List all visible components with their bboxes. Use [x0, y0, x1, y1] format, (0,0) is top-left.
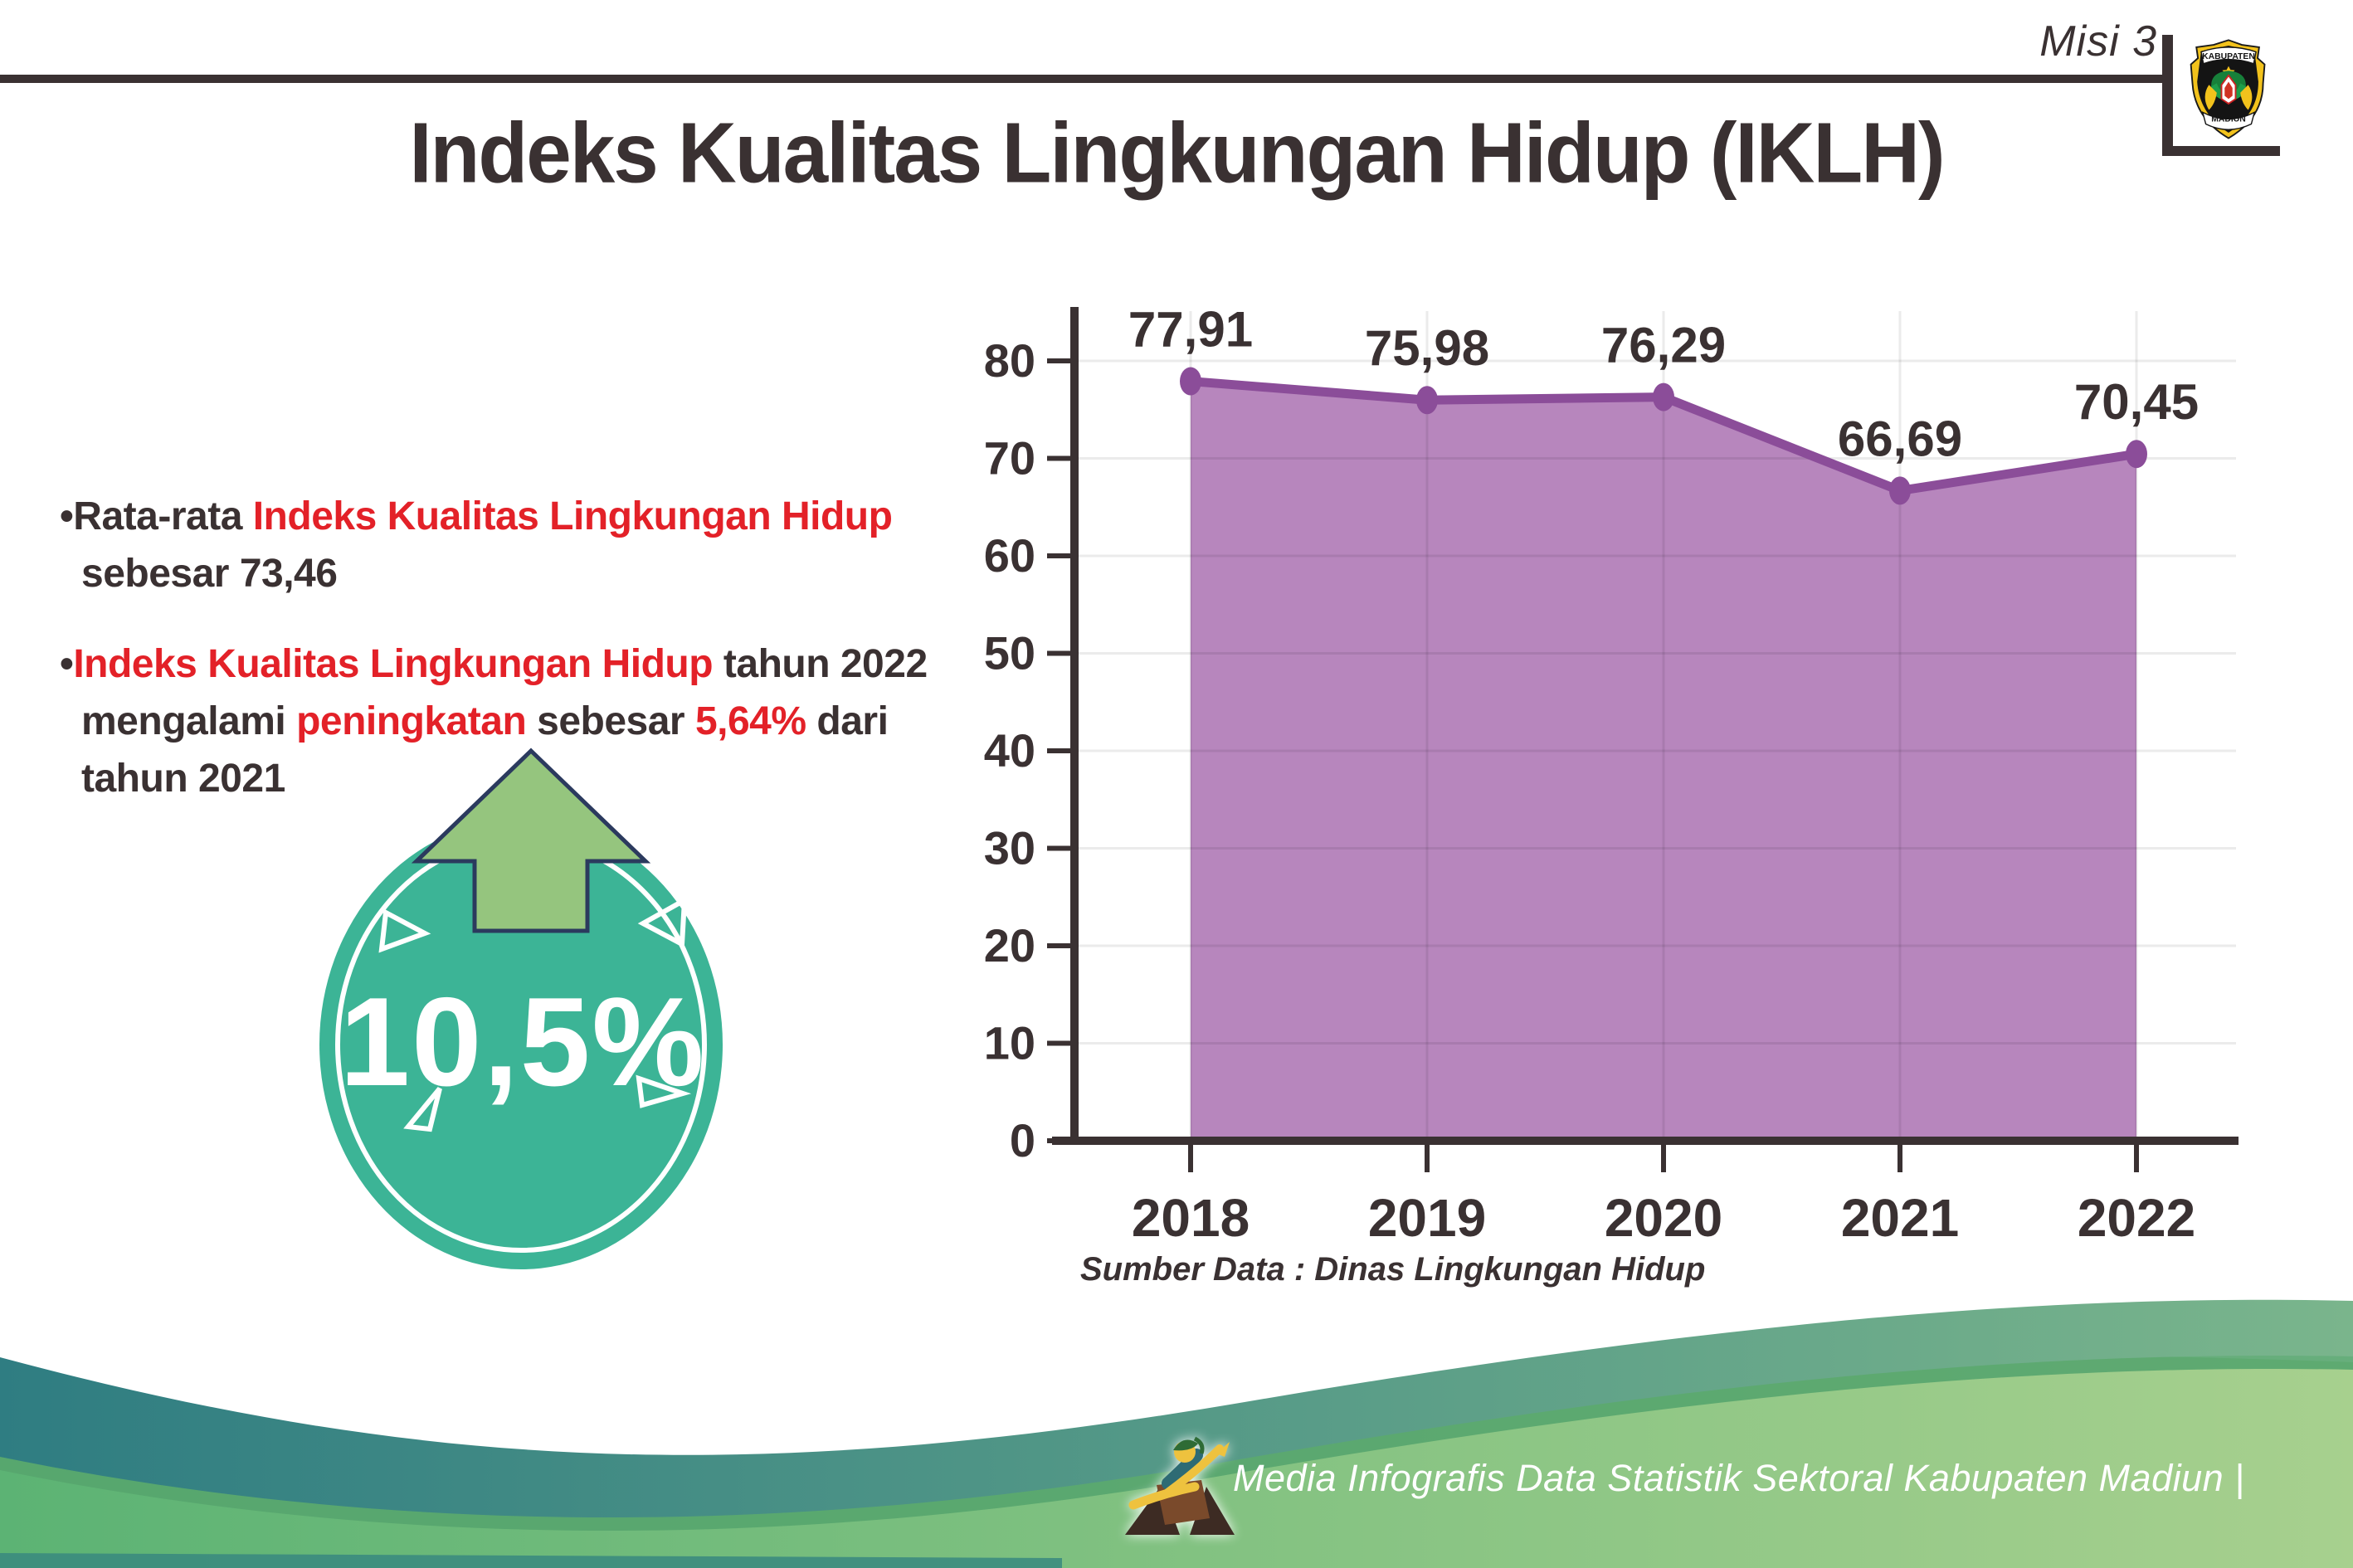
- data-point-label: 70,45: [2074, 374, 2199, 430]
- bullet-text: sebesar 73,46: [81, 552, 338, 596]
- page-title: Indeks Kualitas Lingkungan Hidup (IKLH): [409, 105, 1945, 201]
- data-point-label: 66,69: [1838, 411, 1962, 466]
- bullet-text: mengalami: [81, 699, 297, 743]
- header-bracket-horizontal: [2162, 146, 2280, 156]
- header-bracket-vertical: [2162, 35, 2173, 155]
- bottom-strip: [0, 1553, 1062, 1568]
- y-tick-label: 80: [984, 334, 1035, 387]
- header-rule: [0, 75, 2162, 83]
- summary-bullets: •Rata-rata Indeks Kualitas Lingkungan Hi…: [60, 488, 956, 840]
- x-tick-label: 2022: [2078, 1188, 2195, 1248]
- up-arrow-icon: [411, 747, 651, 933]
- x-tick-label: 2018: [1132, 1188, 1250, 1248]
- kabupaten-madiun-logo-icon: KABUPATEN MADIUN: [2190, 39, 2266, 139]
- y-tick-label: 20: [984, 919, 1035, 971]
- logo-bottom-text: MADIUN: [2211, 115, 2246, 124]
- footer-credit: Media Infografis Data Statistik Sektoral…: [1233, 1457, 2245, 1499]
- x-tick-label: 2021: [1841, 1188, 1959, 1248]
- bullet-text-highlight: peningkatan: [296, 699, 527, 743]
- teal-wave: [0, 1299, 2353, 1518]
- misi-label: Misi 3: [2039, 17, 2157, 66]
- data-point-marker: [1180, 367, 1201, 396]
- increase-badge: 10,5%: [319, 747, 723, 1269]
- sparkle-triangle: [378, 908, 431, 953]
- y-tick-label: 30: [984, 822, 1035, 874]
- bullet-text: •Rata-rata: [60, 494, 253, 538]
- area-fill: [1191, 381, 2136, 1141]
- data-point-marker: [2126, 440, 2147, 469]
- y-tick-label: 60: [984, 529, 1035, 582]
- bullet-text: tahun 2021: [81, 757, 285, 801]
- sparkle-triangle: [637, 895, 688, 948]
- y-tick-label: 50: [984, 627, 1035, 679]
- bullet-text-highlight: Indeks Kualitas Lingkungan Hidup: [252, 494, 893, 538]
- y-tick-label: 40: [984, 724, 1035, 777]
- data-point-marker: [1653, 382, 1674, 411]
- iklh-area-chart: 0 10 20 30 40 50 60 70 80 2018 2019 2020 2021 2022 77,…: [984, 302, 2239, 1248]
- footer-wave-decoration: [0, 1299, 2353, 1568]
- y-tick-label: 0: [1010, 1114, 1035, 1166]
- bullet-text: tahun 2022: [713, 642, 928, 686]
- bullet-increase-2022: •Indeks Kualitas Lingkungan Hidup tahun …: [60, 635, 956, 807]
- sparkle-triangle: [403, 1087, 442, 1132]
- data-point-label: 75,98: [1365, 320, 1489, 376]
- data-point-label: 77,91: [1128, 302, 1253, 358]
- x-tick-label: 2019: [1368, 1188, 1486, 1248]
- bullet-text-highlight: Indeks Kualitas Lingkungan Hidup: [73, 642, 714, 686]
- data-point-label: 76,29: [1601, 318, 1726, 373]
- bullet-text: •: [60, 642, 74, 686]
- y-tick-label: 10: [984, 1017, 1035, 1069]
- x-tick-label: 2020: [1605, 1188, 1722, 1248]
- data-point-marker: [1889, 476, 1911, 505]
- source-note: Sumber Data : Dinas Lingkungan Hidup: [1080, 1251, 1706, 1288]
- bullet-text: dari: [806, 699, 889, 743]
- data-point-marker: [1416, 386, 1438, 415]
- logo-top-text: KABUPATEN: [2202, 52, 2255, 61]
- y-tick-label: 70: [984, 432, 1035, 485]
- bullet-text-highlight: 5,64%: [694, 699, 806, 743]
- sparkle-triangle: [636, 1074, 692, 1108]
- bullet-text: sebesar: [526, 699, 695, 743]
- bullet-average-iklh: •Rata-rata Indeks Kualitas Lingkungan Hi…: [60, 488, 956, 602]
- badge-value: 10,5%: [340, 971, 706, 1113]
- dancer-mascot-icon: [1125, 1436, 1235, 1535]
